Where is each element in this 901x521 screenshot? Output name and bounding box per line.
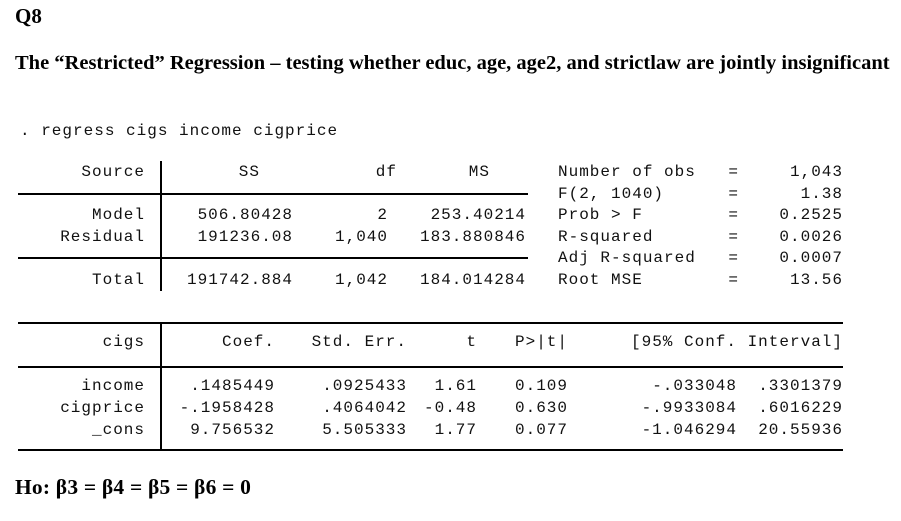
coef-ci-low-cell: -.033048 bbox=[652, 377, 737, 395]
coef-header-coef: Coef. bbox=[221, 333, 275, 351]
coef-row-income: income .1485449 .0925433 1.61 0.109 -.03… bbox=[18, 376, 843, 397]
anova-source-cell: Model bbox=[91, 206, 145, 224]
anova-row-residual: Residual 191236.08 1,040 183.880846 bbox=[18, 227, 528, 248]
coef-divider-bar bbox=[160, 322, 162, 449]
stat-equals: = bbox=[728, 228, 739, 246]
coef-ci-high-cell: .3301379 bbox=[758, 377, 843, 395]
coef-table-bottom-rule bbox=[18, 449, 843, 451]
coef-header-ci-high: Interval] bbox=[747, 333, 843, 351]
coef-header-ci-low: [95% Conf. bbox=[630, 333, 737, 351]
anova-ss-cell: 506.80428 bbox=[197, 206, 293, 224]
coef-ci-high-cell: 20.55936 bbox=[758, 421, 843, 439]
anova-divider-bar bbox=[160, 161, 162, 291]
anova-header-row: Source SS df MS bbox=[18, 162, 528, 183]
stat-value: 13.56 bbox=[789, 271, 843, 289]
coef-se-cell: .0925433 bbox=[322, 377, 407, 395]
section-heading: The “Restricted” Regression – testing wh… bbox=[15, 52, 890, 74]
stat-row-rsquared: R-squared = 0.0026 bbox=[558, 227, 843, 248]
coef-se-cell: 5.505333 bbox=[322, 421, 407, 439]
anova-df-cell: 2 bbox=[377, 206, 388, 224]
anova-ms-cell: 253.40214 bbox=[430, 206, 526, 224]
coef-var-cell: _cons bbox=[91, 421, 145, 439]
anova-df-cell: 1,040 bbox=[334, 228, 388, 246]
coef-var-cell: cigprice bbox=[60, 399, 145, 417]
anova-ms-cell: 184.014284 bbox=[419, 271, 526, 289]
anova-total-rule bbox=[18, 257, 528, 259]
stat-equals: = bbox=[728, 163, 739, 181]
stat-row-probf: Prob > F = 0.2525 bbox=[558, 205, 843, 226]
coef-t-cell: 1.77 bbox=[434, 421, 477, 439]
anova-ss-cell: 191742.884 bbox=[186, 271, 293, 289]
coef-table-top-rule bbox=[18, 322, 843, 324]
coef-header-row: cigs Coef. Std. Err. t P>|t| [95% Conf. … bbox=[18, 332, 843, 353]
coef-var-cell: income bbox=[81, 377, 145, 395]
anova-row-total: Total 191742.884 1,042 184.014284 bbox=[18, 270, 528, 291]
anova-header-ms: MS bbox=[468, 163, 490, 181]
coef-t-cell: -0.48 bbox=[423, 399, 477, 417]
stat-row-rootmse: Root MSE = 13.56 bbox=[558, 270, 843, 291]
coef-header-p: P>|t| bbox=[514, 333, 568, 351]
stat-value: 0.0026 bbox=[779, 228, 843, 246]
coef-header-se: Std. Err. bbox=[311, 333, 407, 351]
coef-ci-low-cell: -1.046294 bbox=[641, 421, 737, 439]
stat-label: Adj R-squared bbox=[558, 249, 696, 267]
stat-equals: = bbox=[728, 185, 739, 203]
stat-equals: = bbox=[728, 249, 739, 267]
coef-row-cons: _cons 9.756532 5.505333 1.77 0.077 -1.04… bbox=[18, 420, 843, 441]
stat-equals: = bbox=[728, 206, 739, 224]
coef-p-cell: 0.109 bbox=[514, 377, 568, 395]
coef-coef-cell: 9.756532 bbox=[190, 421, 275, 439]
coef-header-t: t bbox=[466, 333, 477, 351]
coef-t-cell: 1.61 bbox=[434, 377, 477, 395]
coef-p-cell: 0.630 bbox=[514, 399, 568, 417]
stat-label: R-squared bbox=[558, 228, 654, 246]
anova-source-cell: Total bbox=[91, 271, 145, 289]
coef-ci-low-cell: -.9933084 bbox=[641, 399, 737, 417]
coef-header-depvar: cigs bbox=[102, 333, 145, 351]
null-hypothesis: Ho: β3 = β4 = β5 = β6 = 0 bbox=[15, 475, 252, 499]
anova-header-source: Source bbox=[81, 163, 145, 181]
stat-label: F(2, 1040) bbox=[558, 185, 665, 203]
anova-header-rule bbox=[18, 193, 528, 195]
stat-row-adj-rsquared: Adj R-squared = 0.0007 bbox=[558, 248, 843, 269]
anova-ss-cell: 191236.08 bbox=[197, 228, 293, 246]
stat-equals: = bbox=[728, 271, 739, 289]
coef-p-cell: 0.077 bbox=[514, 421, 568, 439]
anova-header-ss: SS bbox=[238, 163, 260, 181]
stat-label: Root MSE bbox=[558, 271, 643, 289]
stat-value: 1,043 bbox=[789, 163, 843, 181]
stat-label: Number of obs bbox=[558, 163, 696, 181]
anova-df-cell: 1,042 bbox=[334, 271, 388, 289]
stat-label: Prob > F bbox=[558, 206, 643, 224]
question-label: Q8 bbox=[15, 4, 42, 28]
anova-ms-cell: 183.880846 bbox=[419, 228, 526, 246]
coef-ci-high-cell: .6016229 bbox=[758, 399, 843, 417]
stat-value: 1.38 bbox=[800, 185, 843, 203]
anova-source-cell: Residual bbox=[60, 228, 145, 246]
stat-row-nobs: Number of obs = 1,043 bbox=[558, 162, 843, 183]
coef-row-cigprice: cigprice -.1958428 .4064042 -0.48 0.630 … bbox=[18, 398, 843, 419]
stata-command: . regress cigs income cigprice bbox=[20, 122, 339, 140]
stat-value: 0.0007 bbox=[779, 249, 843, 267]
coef-coef-cell: -.1958428 bbox=[179, 399, 275, 417]
coef-coef-cell: .1485449 bbox=[190, 377, 275, 395]
stat-row-f: F(2, 1040) = 1.38 bbox=[558, 184, 843, 205]
anova-header-df: df bbox=[375, 163, 397, 181]
coef-header-rule bbox=[18, 366, 843, 368]
stat-value: 0.2525 bbox=[779, 206, 843, 224]
anova-row-model: Model 506.80428 2 253.40214 bbox=[18, 205, 528, 226]
coef-se-cell: .4064042 bbox=[322, 399, 407, 417]
